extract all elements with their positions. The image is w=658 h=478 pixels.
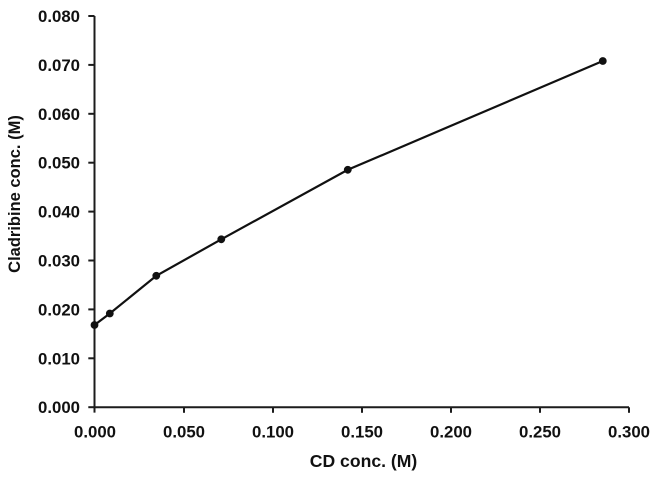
svg-text:0.050: 0.050 [38, 154, 80, 173]
svg-text:0.020: 0.020 [38, 300, 80, 319]
svg-text:0.050: 0.050 [163, 423, 205, 442]
svg-text:CD conc. (M): CD conc. (M) [310, 451, 418, 471]
svg-text:0.060: 0.060 [38, 105, 80, 124]
svg-text:0.300: 0.300 [608, 423, 650, 442]
svg-text:0.000: 0.000 [38, 398, 80, 417]
svg-text:0.080: 0.080 [38, 7, 80, 26]
svg-text:0.250: 0.250 [519, 423, 561, 442]
svg-text:0.100: 0.100 [252, 423, 294, 442]
svg-text:0.010: 0.010 [38, 349, 80, 368]
svg-text:0.200: 0.200 [430, 423, 472, 442]
svg-text:0.150: 0.150 [341, 423, 383, 442]
svg-text:Cladribine conc. (M): Cladribine conc. (M) [6, 115, 24, 273]
svg-text:0.030: 0.030 [38, 252, 80, 271]
svg-text:0.040: 0.040 [38, 203, 80, 222]
svg-text:0.000: 0.000 [74, 423, 116, 442]
svg-text:0.070: 0.070 [38, 56, 80, 75]
